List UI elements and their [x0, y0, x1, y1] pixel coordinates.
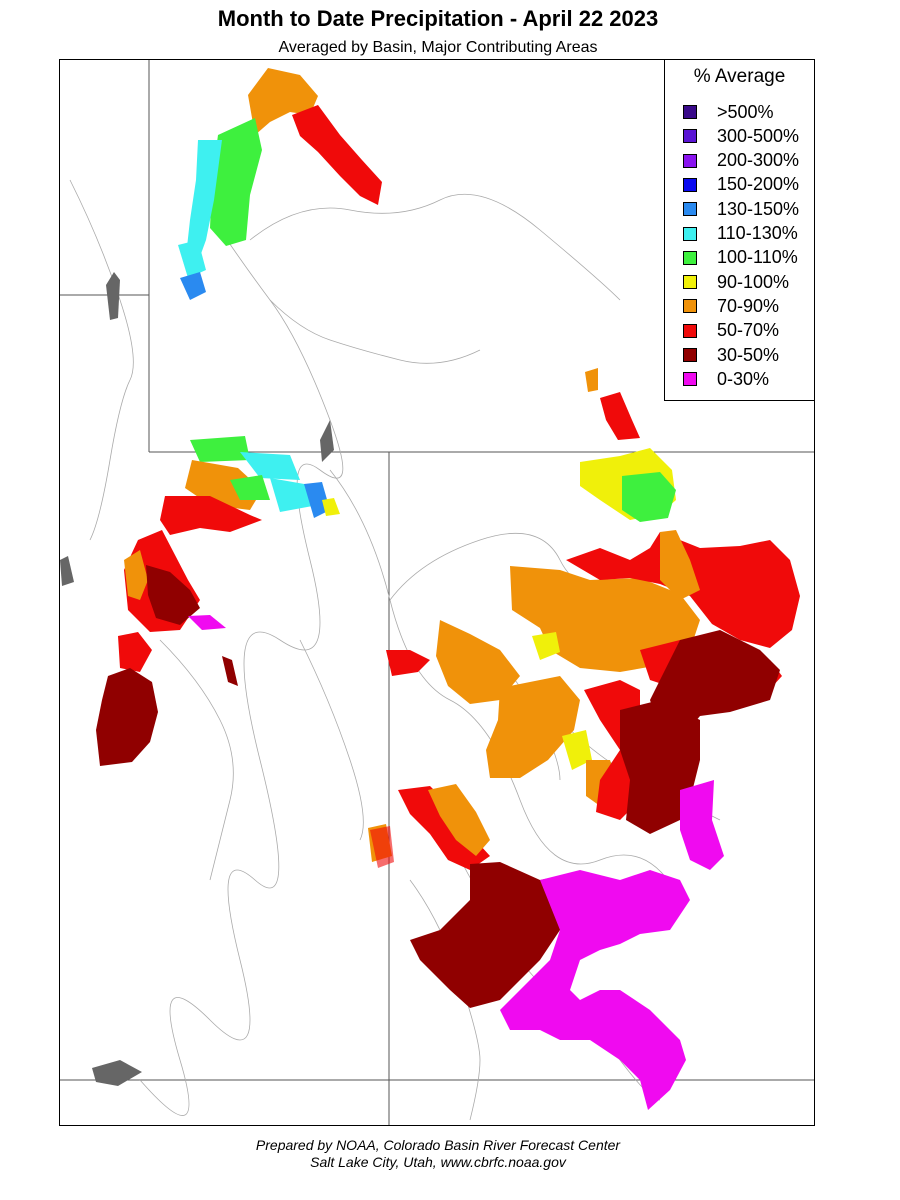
legend-item: 130-150% [683, 199, 799, 219]
legend-item: 300-500% [683, 126, 799, 146]
basin-region-100-110 [210, 118, 262, 246]
basin-region-50-70 [370, 826, 394, 868]
basin-regions [96, 68, 800, 1110]
legend-item: 0-30% [683, 369, 769, 389]
legend-item: 110-130% [683, 223, 798, 244]
basin-region-50-70 [600, 392, 640, 440]
legend-label: 300-500% [717, 125, 800, 146]
legend-swatch [683, 348, 697, 362]
lake-4 [92, 1060, 142, 1086]
basin-region-110-130 [186, 140, 222, 262]
basin-region-70-90 [436, 620, 520, 704]
basin-region-50-70 [386, 650, 430, 676]
basin-region-50-70 [398, 786, 490, 870]
legend-label: 90-100% [717, 271, 790, 292]
basin-region-90-100 [532, 632, 560, 660]
basin-region-110-130 [178, 240, 206, 278]
lake-1 [106, 272, 120, 320]
legend-label: 50-70% [717, 320, 780, 341]
legend-label: 0-30% [717, 368, 770, 389]
basin-region-0-30 [188, 615, 226, 630]
basin-region-50-70 [160, 496, 262, 535]
basin-region-0-30 [500, 870, 690, 1110]
basin-region-30-50 [222, 656, 238, 686]
basin-region-50-70 [292, 105, 382, 205]
legend-swatch [683, 323, 697, 338]
lakes [60, 272, 752, 1086]
legend-swatch [683, 153, 697, 168]
legend-swatch [683, 275, 697, 290]
map-frame [59, 59, 815, 1126]
footer-line-2: Salt Lake City, Utah, www.cbrfc.noaa.gov [310, 1154, 566, 1170]
basin-region-90-100 [562, 730, 592, 770]
legend-label: 130-150% [717, 198, 800, 219]
basin-region-30-50 [146, 565, 200, 625]
legend-swatch [683, 226, 697, 241]
legend-swatch [683, 250, 697, 265]
legend-label: 70-90% [717, 295, 780, 316]
basin-region-70-90 [248, 68, 318, 135]
basin-region-100-110 [622, 472, 676, 522]
map-title: Month to Date Precipitation - April 22 2… [217, 6, 659, 31]
legend-label: 110-130% [717, 223, 798, 243]
basin-region-110-130 [240, 452, 300, 480]
basin-region-50-70 [118, 632, 152, 672]
basin-region-70-90 [486, 676, 580, 778]
basin-region-70-90 [660, 530, 700, 600]
basin-region-130-150 [180, 272, 206, 300]
legend-title: % Average [693, 66, 786, 87]
basin-region-0-30 [680, 780, 724, 870]
legend-item: 90-100% [683, 272, 789, 292]
basin-region-90-100 [322, 498, 340, 516]
legend-item: 50-70% [683, 320, 780, 341]
legend-swatch [683, 372, 697, 387]
legend-swatch [683, 202, 697, 217]
basin-region-130-150 [304, 482, 330, 518]
legend-item: 200-300% [683, 150, 800, 171]
legend-swatch [683, 299, 697, 314]
legend-label: 200-300% [717, 150, 800, 171]
legend-label: >500% [717, 101, 774, 122]
basin-region-70-90 [428, 784, 490, 856]
state-boundaries [59, 59, 815, 1126]
legend-label: 100-110% [717, 247, 798, 268]
legend-swatch [683, 177, 697, 192]
basin-region-100-110 [190, 436, 250, 462]
legend-item: 100-110% [683, 247, 798, 268]
legend-item: >500% [683, 102, 774, 122]
legend-swatch [683, 105, 697, 119]
basin-region-30-50 [96, 668, 158, 766]
legend: % Average >500% 300-500% 200-300% 150-200% 1… [664, 59, 815, 401]
lake-3 [320, 420, 334, 462]
map-subtitle: Averaged by Basin, Major Contributing Ar… [278, 39, 598, 56]
lake-2 [60, 556, 74, 586]
basin-region-70-90 [585, 368, 598, 392]
legend-item: 70-90% [683, 296, 779, 316]
legend-swatch [683, 129, 697, 144]
basin-region-70-90 [124, 550, 148, 600]
basin-region-100-110 [230, 475, 270, 500]
legend-item: 30-50% [683, 345, 779, 365]
legend-item: 150-200% [683, 174, 800, 195]
legend-label: 30-50% [717, 344, 780, 365]
legend-label: 150-200% [717, 174, 800, 195]
footer-line-1: Prepared by NOAA, Colorado Basin River F… [255, 1137, 621, 1153]
